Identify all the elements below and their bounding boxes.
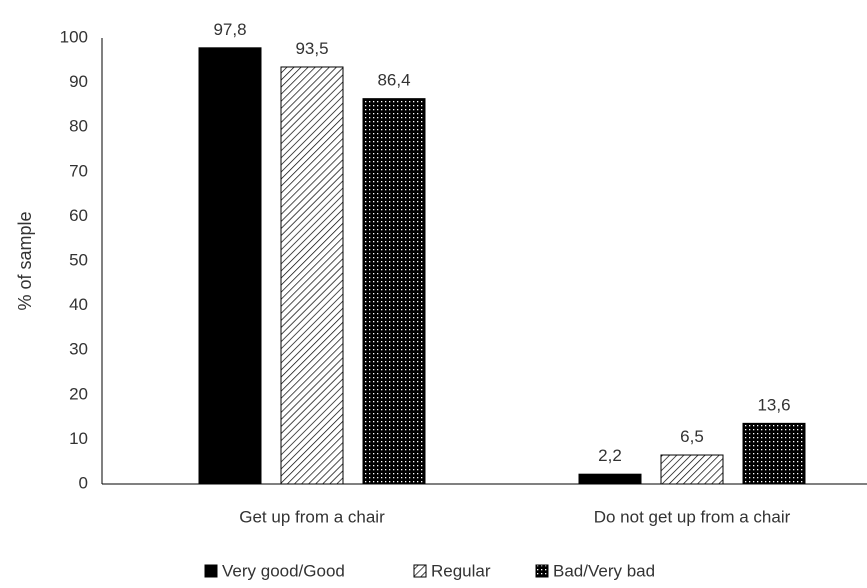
y-tick-label: 50 [69,250,88,269]
y-tick-label: 100 [60,27,88,46]
bar [578,473,642,485]
y-tick-label: 60 [69,206,88,225]
legend: Very good/Good Regular Bad/Very bad [204,561,655,580]
y-tick-label: 70 [69,161,88,180]
bar [280,66,344,485]
y-axis-label: % of sample [15,211,35,310]
legend-label: Bad/Very bad [553,561,655,580]
y-tick-label: 0 [79,473,88,492]
data-label: 86,4 [377,71,410,90]
y-tick-label: 10 [69,429,88,448]
legend-swatch [535,564,549,578]
y-tick-label: 20 [69,384,88,403]
category-label: Get up from a chair [239,507,385,526]
data-label: 93,5 [295,39,328,58]
category-label: Do not get up from a chair [594,507,791,526]
legend-swatch [204,564,218,578]
bars [198,47,806,485]
data-label: 13,6 [757,395,790,414]
data-label: 6,5 [680,427,704,446]
data-label: 2,2 [598,446,622,465]
legend-swatch [413,564,427,578]
bar [198,47,262,485]
y-tick-label: 40 [69,295,88,314]
bar [362,98,426,485]
y-tick-label: 80 [69,117,88,136]
bar [742,422,806,485]
category-labels: Get up from a chair Do not get up from a … [239,507,790,526]
legend-label: Regular [431,561,491,580]
y-tick-label: 30 [69,340,88,359]
y-axis-ticks: 0 10 20 30 40 50 60 70 80 90 100 [60,27,88,492]
data-labels: 97,8 2,2 93,5 6,5 86,4 13,6 [213,20,790,465]
bar [660,454,724,485]
y-tick-label: 90 [69,72,88,91]
legend-label: Very good/Good [222,561,345,580]
data-label: 97,8 [213,20,246,39]
